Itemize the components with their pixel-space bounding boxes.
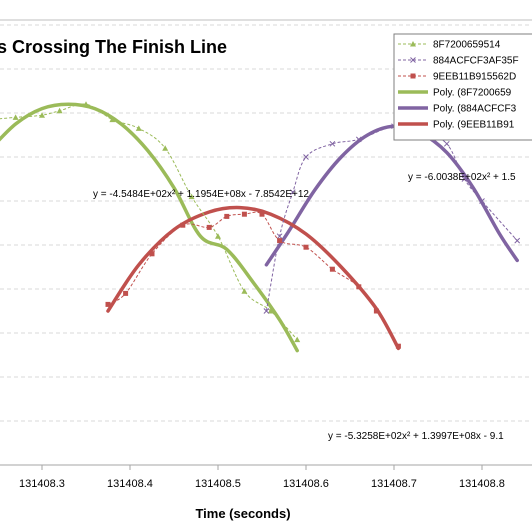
legend-label: 884ACFCF3AF35F (433, 56, 519, 67)
data-point (395, 343, 401, 349)
data-point (123, 290, 129, 296)
legend-item: 9EEB11B915562D (398, 72, 516, 83)
data-point (461, 176, 468, 182)
legend: 8F7200659514 884ACFCF3AF35F 9EEB11B915562D… (393, 33, 532, 141)
data-point (514, 237, 521, 244)
chart-title: s Crossing The Finish Line (0, 37, 227, 57)
data-point (355, 136, 362, 143)
data-point (188, 193, 195, 200)
x-tick-label: 131408.3 (19, 478, 65, 490)
data-point (83, 101, 89, 107)
data-series (105, 211, 401, 349)
plot-series (0, 101, 521, 353)
legend-item: Poly. (9EEB11B91 (398, 120, 515, 131)
data-point (277, 238, 283, 244)
data-point (241, 211, 247, 217)
data-point (443, 140, 450, 147)
legend-label: 9EEB11B915562D (433, 72, 516, 83)
legend-label: Poly. (8F7200659 (433, 88, 512, 99)
data-point (479, 198, 485, 204)
trendline-equation-purple: y = -6.0038E+02x² + 1.5 (408, 172, 516, 183)
data-point (56, 107, 63, 114)
data-point (109, 116, 116, 123)
legend-label: Poly. (884ACFCF3 (433, 104, 517, 115)
x-tick-label: 131408.7 (371, 478, 417, 490)
legend-item: Poly. (884ACFCF3 (398, 104, 517, 115)
trendline (0, 102, 299, 353)
data-point (180, 222, 186, 228)
data-point (224, 213, 230, 219)
data-point (410, 41, 416, 47)
data-point (12, 114, 19, 120)
data-point (329, 140, 336, 147)
data-point (149, 251, 155, 257)
legend-item: 8F7200659514 (398, 40, 501, 51)
x-axis-title: Time (seconds) (195, 506, 290, 521)
legend-label: 8F7200659514 (433, 40, 501, 51)
data-point (267, 308, 274, 314)
legend-label: Poly. (9EEB11B91 (433, 120, 515, 131)
data-point (410, 73, 416, 79)
data-point (206, 224, 212, 230)
data-series (263, 123, 521, 314)
data-point (289, 189, 296, 196)
data-point (259, 211, 265, 217)
data-point (410, 57, 416, 63)
data-point (356, 284, 362, 290)
data-point (162, 145, 169, 151)
x-tick-label: 131408.6 (283, 478, 329, 490)
data-series (0, 101, 301, 343)
legend-item: 884ACFCF3AF35F (398, 56, 519, 67)
data-point (263, 308, 270, 314)
data-point (303, 154, 309, 160)
trendline-equation-red: y = -5.3258E+02x² + 1.3997E+08x - 9.1 (328, 431, 504, 442)
data-point (373, 308, 379, 314)
data-point (241, 288, 248, 294)
data-point (294, 336, 301, 343)
legend-item: Poly. (8F7200659 (398, 88, 512, 99)
x-axis-ticks: 131408.3 131408.4 131408.5 131408.6 131408.7… (19, 465, 505, 490)
x-tick-label: 131408.8 (459, 478, 505, 490)
data-point (135, 125, 142, 131)
data-point (276, 233, 283, 240)
data-point (105, 301, 111, 307)
data-point (39, 112, 45, 118)
x-tick-label: 131408.5 (195, 478, 241, 490)
trendline-equation-green: y = -4.5484E+02x² + 1.1954E+08x - 7.8542… (93, 189, 309, 200)
x-tick-label: 131408.4 (107, 478, 153, 490)
data-point (303, 244, 309, 250)
data-point (215, 233, 221, 239)
data-point (329, 266, 335, 272)
